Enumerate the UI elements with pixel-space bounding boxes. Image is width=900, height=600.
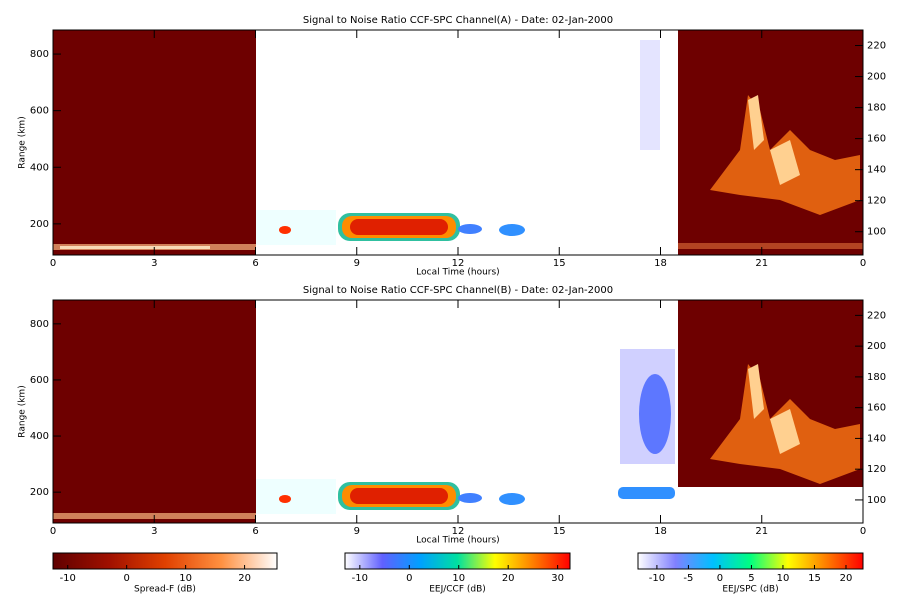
y2-tick-label: 160: [867, 403, 886, 414]
y2-tick-label: 120: [867, 196, 886, 207]
y-tick-label: 800: [30, 49, 49, 60]
x-tick-label: 6: [252, 526, 258, 537]
y2-tick-label: 200: [867, 341, 886, 352]
colorbar-label: EEJ/SPC (dB): [722, 585, 778, 595]
x-tick-label: 18: [654, 258, 667, 269]
x-tick-label: 15: [553, 526, 566, 537]
y2-tick-label: 220: [867, 41, 886, 52]
colorbar-tick-label: 0: [123, 573, 129, 584]
x-tick-label: 0: [860, 526, 866, 537]
y2-tick-label: 220: [867, 310, 886, 321]
x-axis-label: Local Time (hours): [416, 268, 499, 278]
colorbar-tick-label: -10: [649, 573, 665, 584]
x-tick-label: 18: [654, 526, 667, 537]
x-tick-label: 3: [151, 526, 157, 537]
colorbar-tick-label: 10: [179, 573, 192, 584]
y2-tick-label: 180: [867, 103, 886, 114]
colorbar: [344, 552, 571, 570]
heatmap-a: [53, 30, 863, 255]
colorbar-tick-label: 20: [238, 573, 251, 584]
x-tick-label: 12: [452, 258, 465, 269]
colorbar-tick-label: 0: [717, 573, 723, 584]
colorbar-label: Spread-F (dB): [134, 585, 196, 595]
colorbar-tick-label: 20: [840, 573, 853, 584]
x-tick-label: 12: [452, 526, 465, 537]
colorbar-tick-label: 5: [748, 573, 754, 584]
colorbar-tick-label: 30: [551, 573, 564, 584]
heatmap-b: [53, 300, 863, 523]
colorbar-tick-label: 10: [777, 573, 790, 584]
colorbar-tick-label: 0: [406, 573, 412, 584]
x-tick-label: 21: [755, 526, 768, 537]
y-tick-label: 800: [30, 319, 49, 330]
y2-tick-label: 100: [867, 227, 886, 238]
y2-tick-label: 160: [867, 134, 886, 145]
x-tick-label: 9: [354, 526, 360, 537]
y-tick-label: 400: [30, 431, 49, 442]
y-tick-label: 400: [30, 162, 49, 173]
colorbar: [637, 552, 864, 570]
colorbar-label: EEJ/CCF (dB): [429, 585, 486, 595]
x-tick-label: 21: [755, 258, 768, 269]
colorbar: [52, 552, 278, 570]
x-axis-label: Local Time (hours): [416, 536, 499, 546]
colorbar-tick-label: -10: [60, 573, 76, 584]
y2-tick-label: 120: [867, 464, 886, 475]
colorbar-tick-label: 10: [452, 573, 465, 584]
y2-tick-label: 180: [867, 372, 886, 383]
colorbar-tick-label: 20: [502, 573, 515, 584]
x-tick-label: 0: [50, 258, 56, 269]
y-tick-label: 200: [30, 487, 49, 498]
chart-title: Signal to Noise Ratio CCF-SPC Channel(A)…: [303, 15, 613, 26]
colorbar-tick-label: -5: [683, 573, 693, 584]
x-tick-label: 3: [151, 258, 157, 269]
x-tick-label: 9: [354, 258, 360, 269]
y2-tick-label: 140: [867, 433, 886, 444]
y2-tick-label: 140: [867, 165, 886, 176]
y2-tick-label: 100: [867, 495, 886, 506]
y-tick-label: 600: [30, 106, 49, 117]
x-tick-label: 0: [860, 258, 866, 269]
chart-title: Signal to Noise Ratio CCF-SPC Channel(B)…: [303, 285, 613, 296]
x-tick-label: 0: [50, 526, 56, 537]
x-tick-label: 6: [252, 258, 258, 269]
colorbar-tick-label: -10: [352, 573, 368, 584]
y2-tick-label: 200: [867, 72, 886, 83]
y-axis-label: Range (km): [18, 385, 28, 437]
colorbar-tick-label: 15: [808, 573, 821, 584]
y-tick-label: 200: [30, 219, 49, 230]
x-tick-label: 15: [553, 258, 566, 269]
y-axis-label: Range (km): [18, 116, 28, 168]
y-tick-label: 600: [30, 375, 49, 386]
